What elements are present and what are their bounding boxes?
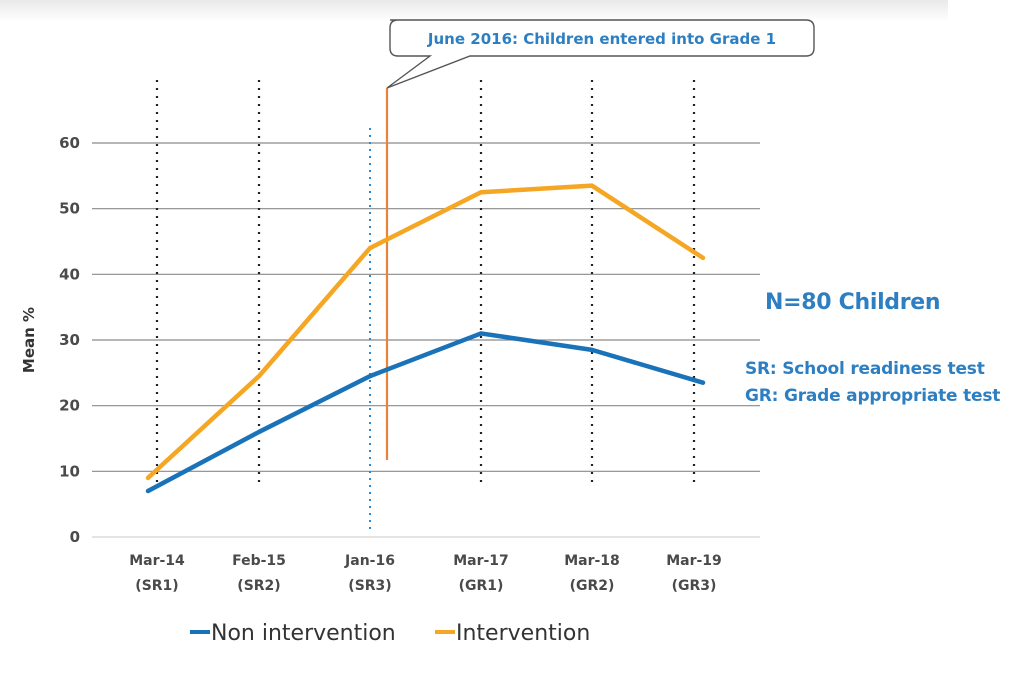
- x-tick-sublabel: (SR1): [135, 578, 178, 594]
- y-tick-label: 30: [59, 331, 80, 349]
- x-tick-sublabel: (SR3): [348, 578, 391, 594]
- x-tick-label: Mar-17: [453, 553, 509, 569]
- y-axis-title: Mean %: [20, 307, 38, 373]
- x-tick-label: Mar-19: [666, 553, 722, 569]
- y-tick-label: 10: [59, 462, 80, 480]
- y-tick-label: 0: [70, 528, 80, 546]
- y-tick-label: 50: [59, 200, 80, 218]
- sr-definition-note: SR: School readiness test: [745, 359, 985, 379]
- gr-definition-note: GR: Grade appropriate test: [745, 386, 1001, 406]
- series-line-intervention: [145, 183, 706, 481]
- y-tick-label: 40: [59, 265, 80, 283]
- event-callout-label: June 2016: Children entered into Grade 1: [427, 30, 776, 48]
- y-tick-label: 20: [59, 397, 80, 415]
- legend-label: Intervention: [456, 621, 590, 646]
- sample-size-note: N=80 Children: [765, 290, 941, 315]
- x-tick-label: Mar-14: [129, 553, 185, 569]
- x-tick-label: Feb-15: [232, 553, 286, 569]
- top-shadow-bar: [0, 0, 948, 22]
- legend-label: Non intervention: [211, 621, 396, 646]
- x-tick-sublabel: (GR2): [570, 578, 615, 594]
- x-tick-label: Mar-18: [564, 553, 620, 569]
- event-callout-box: [386, 19, 815, 89]
- y-tick-label: 60: [59, 134, 80, 152]
- series-line-non-intervention: [145, 331, 706, 494]
- x-tick-sublabel: (GR1): [459, 578, 504, 594]
- x-tick-sublabel: (GR3): [672, 578, 717, 594]
- x-tick-label: Jan-16: [344, 553, 395, 569]
- x-tick-sublabel: (SR2): [237, 578, 280, 594]
